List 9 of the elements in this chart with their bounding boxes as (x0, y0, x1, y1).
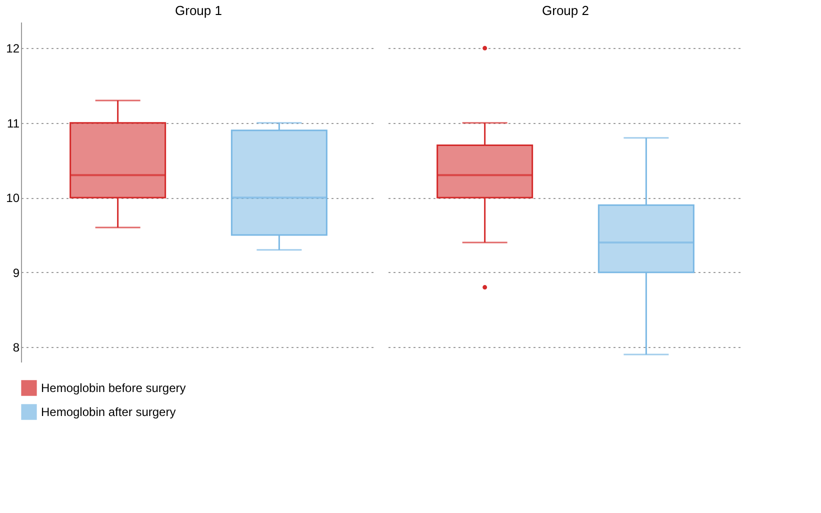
y-tick-label: 11 (7, 116, 20, 130)
y-tick-label: 10 (6, 191, 20, 206)
y-tick-label: 12 (6, 42, 20, 56)
legend-label: Hemoglobin before surgery (41, 381, 186, 395)
x-tick-label: Group 1 (175, 3, 222, 18)
y-tick-label: 8 (12, 340, 20, 355)
legend-label: Hemoglobin after surgery (41, 405, 176, 419)
x-tick-label: Group 2 (542, 3, 589, 18)
y-tick-label: 9 (12, 266, 20, 280)
